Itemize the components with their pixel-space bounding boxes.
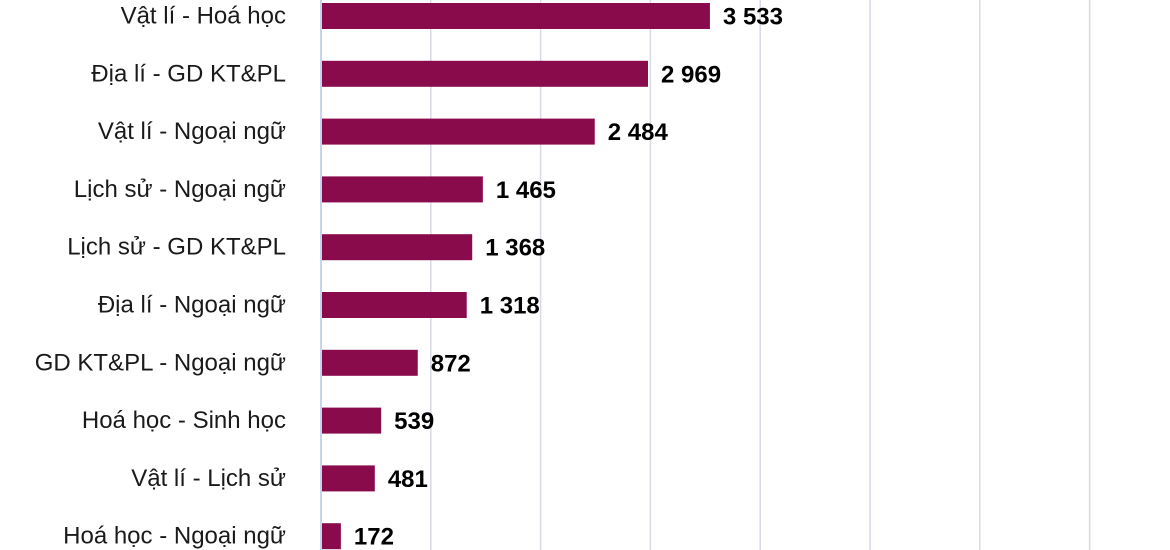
bar <box>322 407 382 434</box>
category-label: Hoá học - Sinh học <box>82 407 286 434</box>
bar <box>322 349 418 376</box>
category-label: Địa lí - Ngoại ngữ <box>98 292 286 319</box>
value-label: 2 484 <box>608 119 669 146</box>
bar <box>322 60 648 87</box>
category-label: Vật lí - Hoá học <box>121 3 286 30</box>
bar <box>322 118 595 145</box>
category-label: Địa lí - GD KT&PL <box>91 60 286 87</box>
value-labels: 3 533 2 969 2 484 1 465 1 368 1 318 872 539 481 1… <box>354 4 783 550</box>
bar <box>322 176 483 203</box>
category-label: Lịch sử - Ngoại ngữ <box>74 176 286 203</box>
category-label: Lịch sử - GD KT&PL <box>67 234 286 261</box>
category-label: GD KT&PL - Ngoại ngữ <box>35 349 286 376</box>
value-label: 172 <box>354 524 394 550</box>
category-label: Hoá học - Ngoại ngữ <box>63 523 286 550</box>
value-label: 872 <box>431 350 471 377</box>
bar <box>322 3 710 29</box>
bar <box>322 465 375 492</box>
bar <box>322 292 467 318</box>
value-label: 481 <box>388 466 428 493</box>
bars <box>322 3 710 550</box>
bar <box>322 523 341 550</box>
value-label: 539 <box>394 408 434 435</box>
bar <box>322 234 473 261</box>
category-labels: Vật lí - Hoá học Địa lí - GD KT&PL Vật lí … <box>35 3 286 550</box>
value-label: 1 465 <box>496 177 556 204</box>
value-label: 1 318 <box>480 293 540 320</box>
category-label: Vật lí - Lịch sử <box>131 465 286 492</box>
category-label: Vật lí - Ngoại ngữ <box>98 118 286 145</box>
value-label: 1 368 <box>485 235 545 262</box>
gridlines <box>320 0 1091 550</box>
value-label: 3 533 <box>723 4 783 31</box>
value-label: 2 969 <box>661 61 721 88</box>
